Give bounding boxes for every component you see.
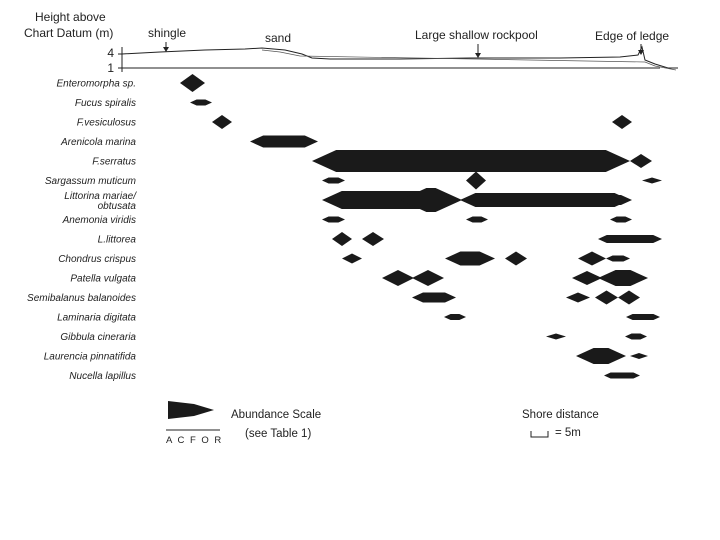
abundance-kite [445,251,495,266]
abundance-kite [598,235,662,243]
species-row: Enteromorpha sp. [57,74,205,92]
abundance-kite [546,333,566,340]
abundance-kite [576,348,626,364]
abundance-kite [598,270,648,286]
species-label: Laminaria digitata [57,313,136,324]
species-row: Chondrus crispus [58,251,630,266]
y-tick-1: 1 [107,61,114,75]
profile-axes [118,47,660,72]
arrow-shingle-head [163,47,169,52]
acfor-labels: A C F O R [166,435,223,446]
species-label: Arenicola marina [60,137,136,148]
abundance-kite [412,270,444,286]
species-row: Gibbula cineraria [60,332,647,343]
species-label: Anemonia viridis [62,215,136,226]
abundance-kite [466,171,486,190]
species-label: Enteromorpha sp. [57,79,137,90]
species-row: F.serratus [92,150,652,172]
abundance-kite [618,290,640,305]
abundance-scale-title: Abundance Scale [231,409,321,421]
species-label: Patella vulgata [70,274,136,285]
abundance-kite [606,255,630,262]
species-label: Chondrus crispus [58,254,136,265]
species-row: Laminaria digitata [57,313,660,324]
abundance-kite [342,253,362,264]
abundance-kite [466,216,488,223]
shore-distance-title: Shore distance [522,409,599,421]
abundance-kite [572,271,602,285]
species-label: Nucella lapillus [69,371,136,382]
shore-profile-shadow [261,49,677,71]
abundance-kite [382,270,414,286]
abundance-kite [460,194,492,206]
arrow-rockpool-head [475,53,481,58]
y-tick-4: 4 [107,46,114,60]
species-label: Gibbula cineraria [60,332,136,343]
abundance-kite [578,251,606,266]
abundance-kite [212,115,232,129]
shore-distance-unit: = 5m [555,427,581,439]
species-label: Sargassum muticum [45,176,136,187]
species-row: L.littorea [98,232,662,246]
abundance-kite [312,150,630,172]
species-row: Semibalanus balanoides [27,290,640,305]
abundance-kite [362,232,384,246]
abundance-kite [566,292,590,303]
species-row: Sargassum muticum [45,171,662,190]
species-label: Semibalanus balanoides [27,293,136,304]
species-label: L.littorea [98,235,137,246]
species-row: F.vesiculosus [77,115,632,129]
abundance-kite [604,372,640,379]
abundance-scale-kite [168,401,214,419]
species-label: F.serratus [92,157,136,168]
abundance-kite [610,216,632,223]
arrow-ledge-head [638,50,644,55]
label-shingle: shingle [148,26,186,40]
species-label: Fucus spiralis [75,98,136,109]
abundance-kite [412,292,456,303]
label-rockpool: Large shallow rockpool [415,28,538,42]
label-sand: sand [265,31,291,45]
abundance-kite [612,115,632,129]
abundance-kite [400,188,462,212]
abundance-kite [322,216,345,223]
species-row: Littorina mariae/obtusata [64,188,632,212]
species-label: Laurencia pinnatifida [44,352,137,363]
abundance-kite [444,314,466,320]
abundance-kite [332,232,352,246]
species-row: Arenicola marina [60,135,318,148]
abundance-kite [250,135,318,148]
abundance-kite [625,333,647,340]
abundance-kite [626,314,660,320]
y-axis-title-line2: Chart Datum (m) [24,26,113,40]
species-rows: Enteromorpha sp. Fucus spiralis F.vesiculo… [27,74,662,382]
abundance-kite [490,195,632,205]
abundance-kite [190,99,212,106]
abundance-scale-ref: (see Table 1) [245,428,311,440]
abundance-kite [595,290,618,305]
abundance-kite [505,251,527,266]
species-row: Laurencia pinnatifida [44,348,648,364]
abundance-kite [642,177,662,184]
abundance-kite [630,154,652,168]
species-row: Nucella lapillus [69,371,640,382]
species-label: Littorina mariae/ [64,191,137,202]
species-row: Fucus spiralis [75,98,212,109]
label-edge-of-ledge: Edge of ledge [595,29,669,43]
y-axis-title-line1: Height above [35,10,106,24]
species-label: F.vesiculosus [77,118,136,129]
species-row: Anemonia viridis [62,215,632,226]
species-row: Patella vulgata [70,270,648,286]
abundance-kite [322,177,345,184]
shore-distance-bar [530,431,549,438]
abundance-kite [180,74,205,92]
shore-profile-line [121,45,678,69]
abundance-kite [630,353,648,359]
species-label: obtusata [98,201,137,212]
